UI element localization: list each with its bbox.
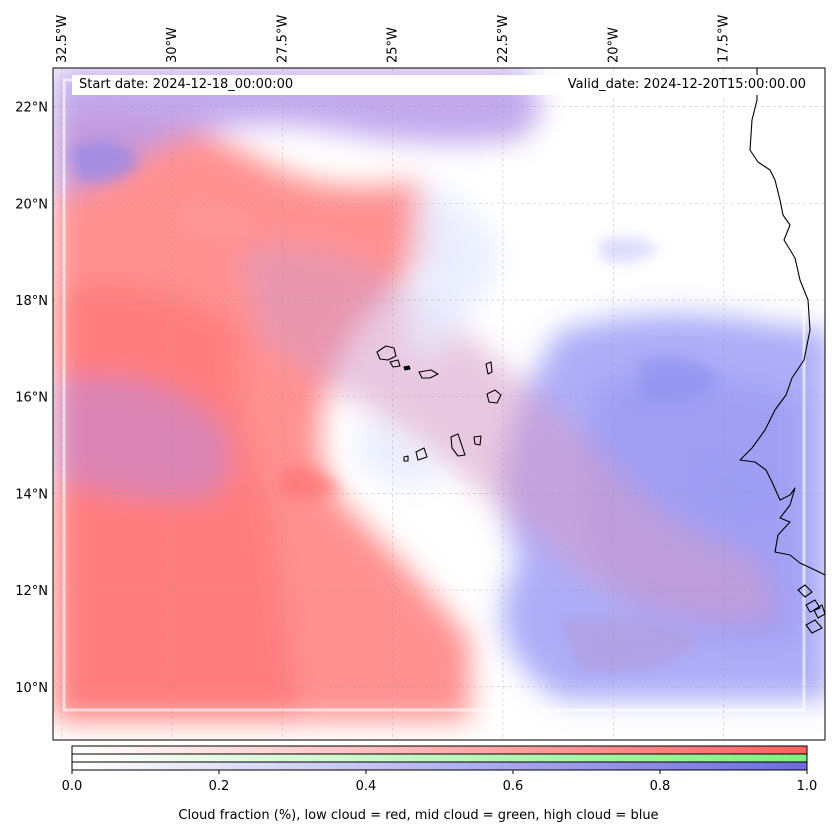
bissagos-island-3 — [805, 619, 823, 634]
colorbar-tick-label: 0.0 — [62, 779, 83, 794]
island-sal — [485, 361, 493, 375]
latitude-tick-label: 10°N — [15, 681, 48, 696]
map-frame — [52, 67, 826, 741]
start-date-label: Start date: 2024-12-18_00:00:00 — [72, 75, 441, 95]
colorbar-mid-cloud — [72, 754, 807, 762]
graticule — [53, 68, 825, 740]
colorbar-low-cloud — [72, 746, 807, 754]
island-sao-nicolau — [418, 369, 439, 379]
island-santa-luzia — [403, 365, 411, 371]
latitude-tick-label: 14°N — [15, 487, 48, 502]
cloud-field — [53, 68, 825, 740]
africa-coastline — [739, 68, 825, 576]
island-fogo — [415, 447, 428, 461]
longitude-tick-label: 30°W — [165, 27, 180, 63]
colorbar-tick-label: 0.2 — [209, 779, 230, 794]
colorbar-tick-label: 0.8 — [650, 779, 671, 794]
bissagos-island-2 — [805, 599, 821, 613]
colorbar-tick-label: 0.4 — [356, 779, 377, 794]
island-santiago — [450, 433, 466, 457]
bissagos-island-4 — [813, 604, 825, 619]
colorbar: 0.0 0.2 0.4 0.6 0.8 1.0 — [62, 745, 818, 794]
latitude-tick-label: 20°N — [15, 197, 48, 212]
colorbar-high-cloud — [72, 762, 807, 770]
latitude-tick-label: 18°N — [15, 294, 48, 309]
longitude-tick-label: 25°W — [386, 27, 401, 63]
latitude-tick-label: 12°N — [15, 584, 48, 599]
coastline — [376, 68, 825, 634]
longitude-ticks: 32.5°W 30°W 27.5°W 25°W 22.5°W 20°W 17.5°W — [55, 15, 732, 63]
island-maio — [473, 435, 482, 446]
longitude-tick-label: 32.5°W — [55, 15, 70, 63]
colorbar-tick-label: 1.0 — [797, 779, 818, 794]
latitude-tick-label: 16°N — [15, 391, 48, 406]
valid-date-label: Valid_date: 2024-12-20T15:00:00.00 — [434, 75, 813, 95]
island-santo-antao — [376, 345, 397, 361]
colorbar-ticks: 0.0 0.2 0.4 0.6 0.8 1.0 — [62, 770, 818, 794]
island-sao-vicente — [389, 359, 401, 368]
island-brava — [403, 455, 409, 462]
colorbar-label: Cloud fraction (%), low cloud = red, mid… — [178, 808, 659, 823]
colorbar-tick-label: 0.6 — [503, 779, 524, 794]
longitude-tick-label: 20°W — [606, 27, 621, 63]
longitude-tick-label: 22.5°W — [496, 15, 511, 63]
latitude-ticks: 22°N 20°N 18°N 16°N 14°N 12°N 10°N — [15, 101, 48, 696]
bissagos-island-1 — [797, 584, 813, 598]
longitude-tick-label: 17.5°W — [717, 15, 732, 63]
longitude-tick-label: 27.5°W — [275, 15, 290, 63]
latitude-tick-label: 22°N — [15, 101, 48, 116]
island-boa-vista — [486, 389, 502, 404]
